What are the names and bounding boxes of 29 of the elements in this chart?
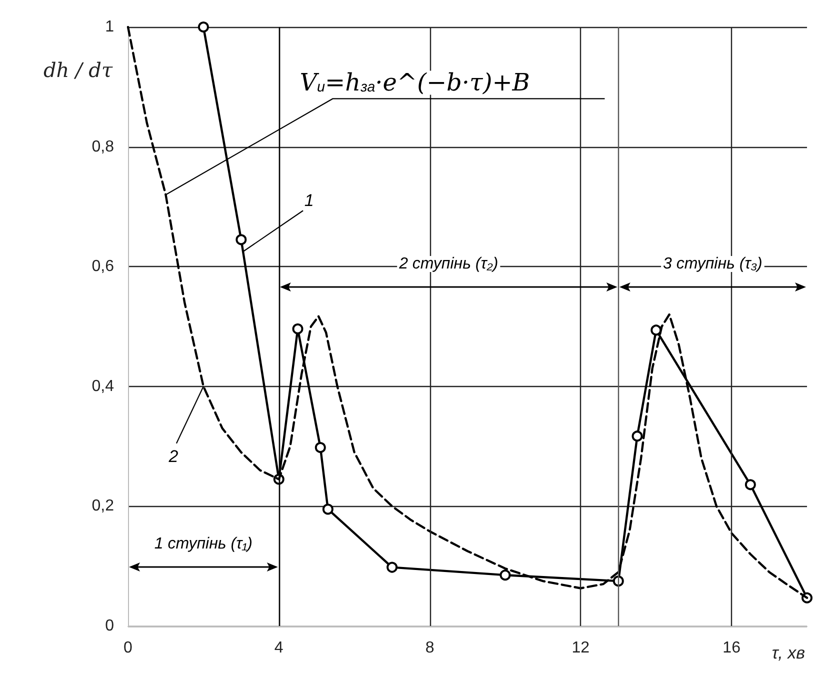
annotation: 3 ступінь (τ₃) bbox=[663, 256, 762, 272]
y-tick-label: 0,8 bbox=[92, 138, 114, 156]
point bbox=[650, 324, 662, 336]
x-tick-label: 16 bbox=[722, 640, 741, 656]
point bbox=[322, 504, 334, 515]
x-tick-label: 12 bbox=[572, 640, 590, 656]
y-axis-title: dh / dτ bbox=[43, 58, 114, 82]
point bbox=[744, 479, 756, 490]
annotation: 2 ступінь (τ₂) bbox=[398, 256, 498, 272]
x-tick-label: 8 bbox=[425, 640, 434, 656]
point bbox=[314, 442, 326, 453]
point bbox=[198, 22, 209, 32]
point bbox=[386, 562, 398, 573]
annotation: 2 bbox=[168, 446, 179, 466]
y-tick-label: 0 bbox=[105, 618, 114, 634]
point bbox=[292, 323, 304, 334]
x-axis-title: τ, хв bbox=[772, 644, 806, 662]
annotation: 1 bbox=[304, 191, 314, 210]
point bbox=[500, 570, 511, 581]
y-tick-label: 0,4 bbox=[92, 378, 114, 395]
point bbox=[632, 430, 643, 442]
x-tick-label: 0 bbox=[124, 640, 133, 656]
x-tick-label: 4 bbox=[274, 640, 284, 656]
y-tick-label: 0,2 bbox=[92, 498, 114, 515]
annotation: Vи=hза·e^(−b·τ)+B bbox=[300, 68, 530, 97]
y-tick-label: 0,6 bbox=[92, 258, 114, 276]
y-tick-label: 1 bbox=[105, 18, 114, 36]
point bbox=[236, 234, 247, 246]
annotation: 1 ступінь (τ₁) bbox=[154, 536, 252, 552]
